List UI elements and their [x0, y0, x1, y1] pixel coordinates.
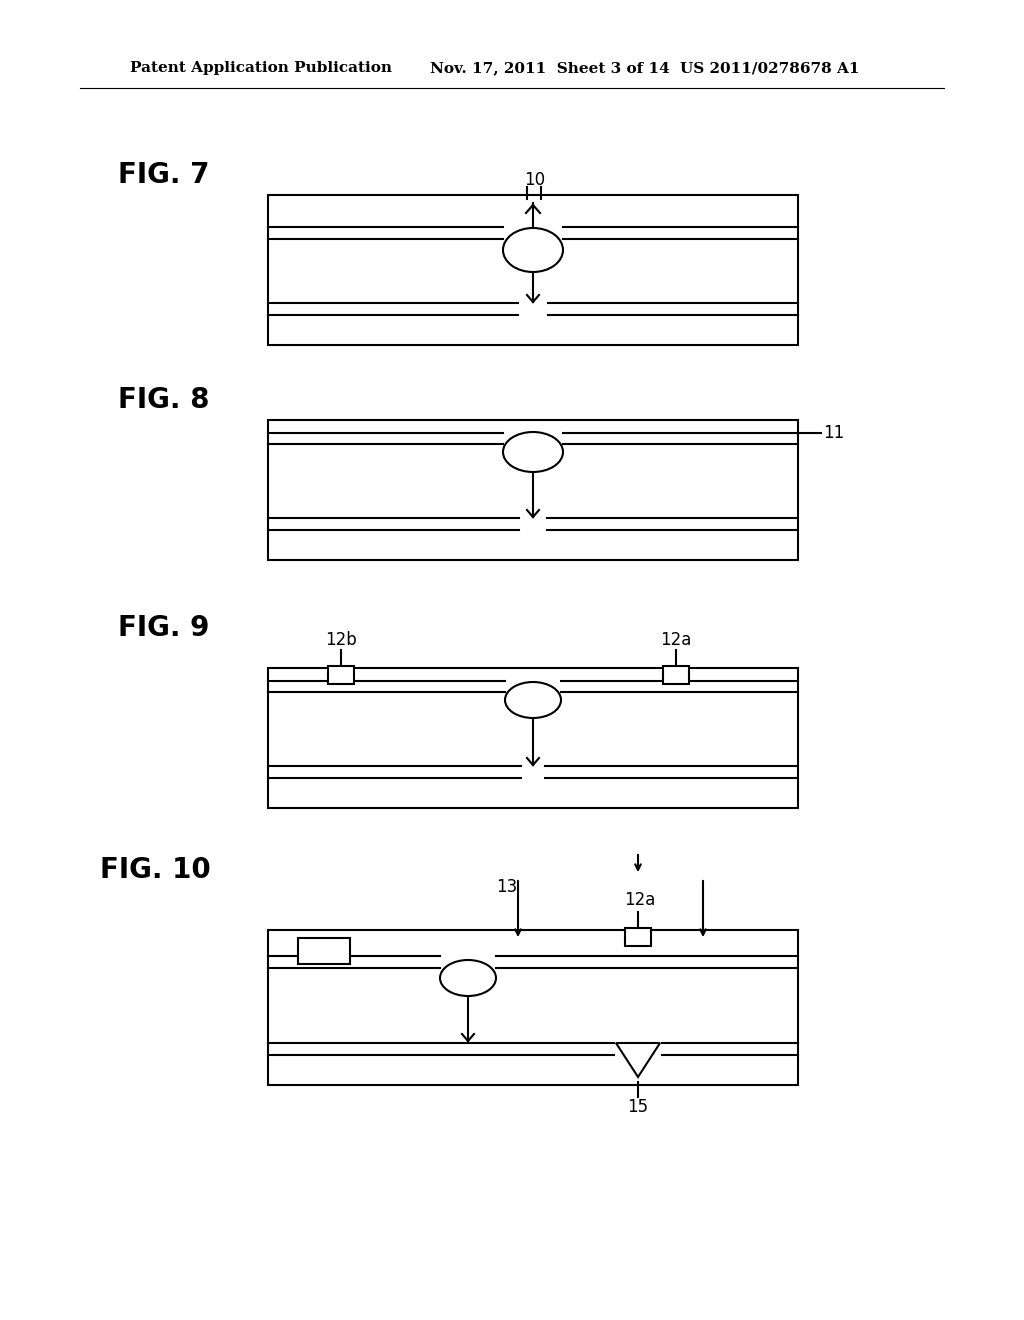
Text: 13: 13: [496, 878, 517, 896]
Ellipse shape: [440, 960, 496, 997]
Text: 11: 11: [823, 424, 844, 442]
Text: 12a: 12a: [625, 891, 655, 909]
Bar: [328, 667, 354, 684]
Ellipse shape: [503, 228, 563, 272]
Bar: [298, 939, 350, 964]
Text: FIG. 8: FIG. 8: [118, 385, 210, 414]
Bar: [663, 667, 689, 684]
Text: 10: 10: [524, 172, 546, 189]
Text: 12a: 12a: [660, 631, 691, 649]
Text: FIG. 7: FIG. 7: [118, 161, 210, 189]
Text: FIG. 10: FIG. 10: [100, 855, 211, 884]
Text: Patent Application Publication: Patent Application Publication: [130, 61, 392, 75]
Bar: [625, 928, 651, 946]
Polygon shape: [616, 1043, 660, 1077]
Text: FIG. 9: FIG. 9: [118, 614, 209, 642]
Bar: [268, 668, 798, 808]
Bar: [268, 931, 798, 1085]
Ellipse shape: [505, 682, 561, 718]
Text: Nov. 17, 2011  Sheet 3 of 14: Nov. 17, 2011 Sheet 3 of 14: [430, 61, 670, 75]
Text: 12b: 12b: [326, 631, 357, 649]
Text: 15: 15: [628, 1098, 648, 1115]
Text: US 2011/0278678 A1: US 2011/0278678 A1: [680, 61, 859, 75]
Ellipse shape: [503, 432, 563, 473]
Bar: [268, 195, 798, 345]
Bar: [268, 420, 798, 560]
